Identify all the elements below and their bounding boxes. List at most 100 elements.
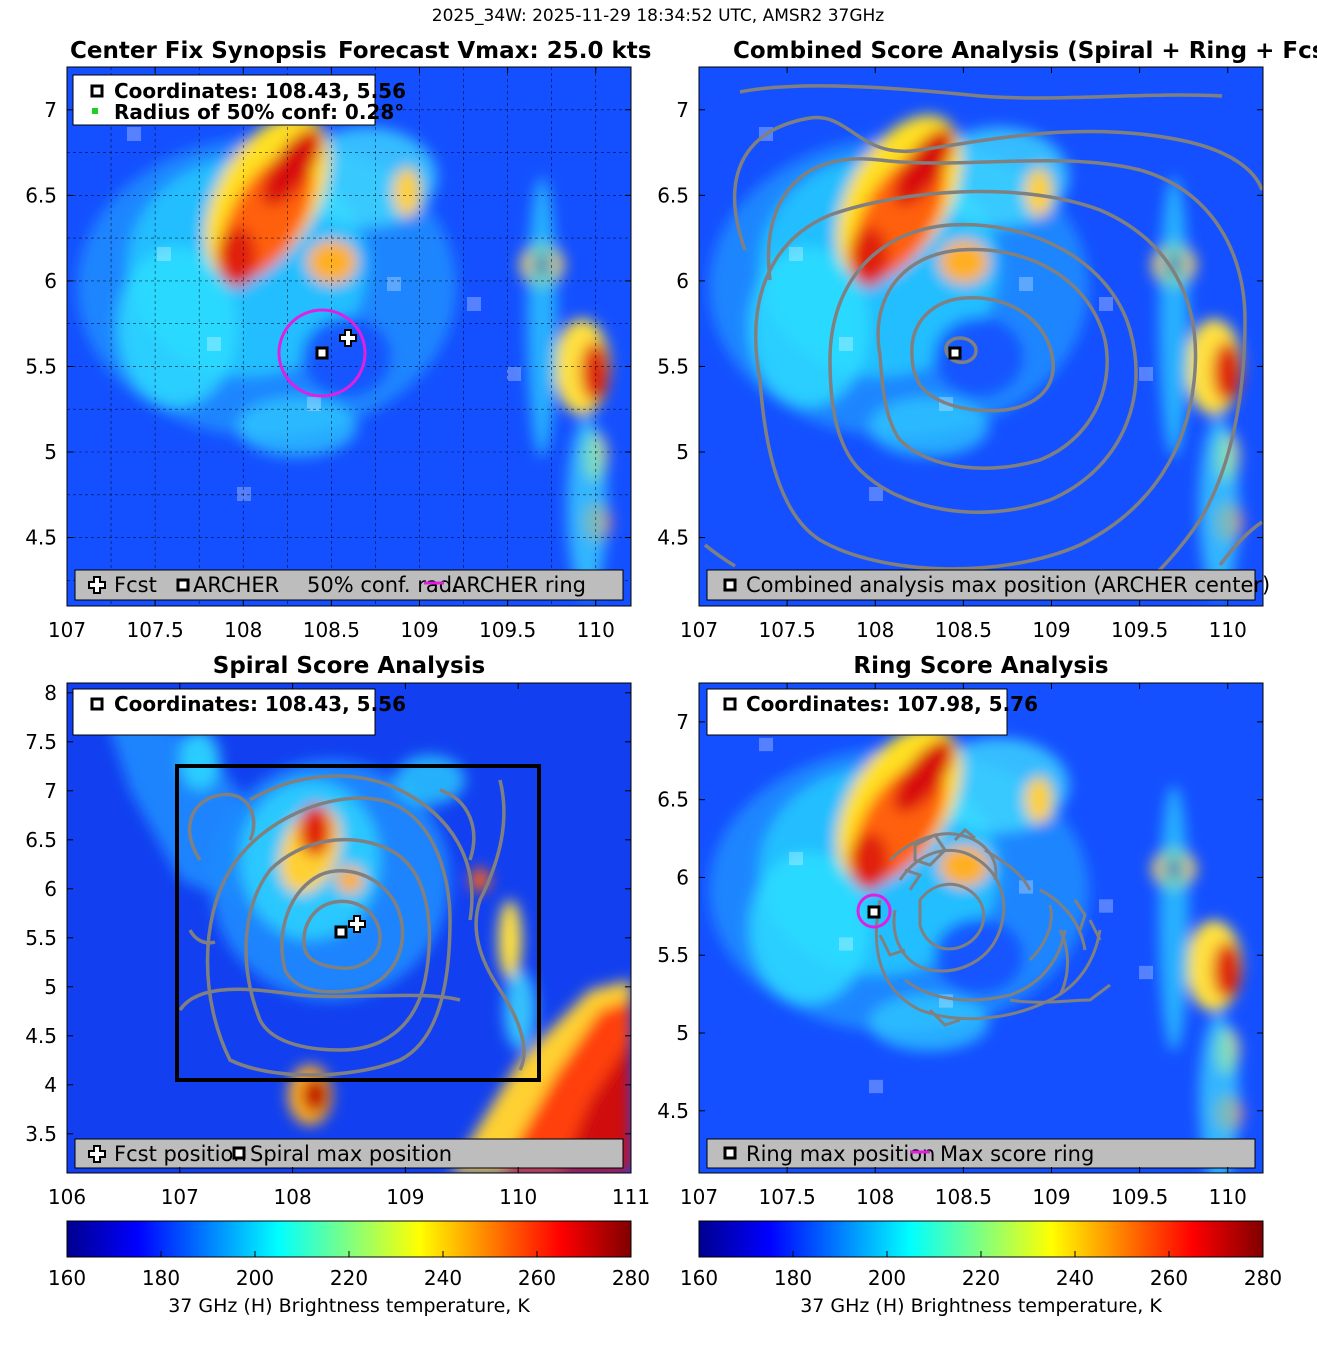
- archer-square-icon: [176, 578, 190, 592]
- legend-combined-max: Combined analysis max position (ARCHER c…: [746, 573, 1270, 597]
- ring-info-icon: [723, 697, 737, 711]
- x-tick-label: 110: [577, 618, 615, 642]
- legend-ring-max: Ring max position: [746, 1142, 935, 1166]
- y-tick-label: 5: [676, 440, 689, 464]
- panel-d-info-coords: Coordinates: 107.98, 5.76: [746, 692, 1038, 716]
- y-tick-label: 6.5: [25, 183, 57, 207]
- x-tick-label: 109: [1032, 618, 1070, 642]
- panel-d-frame: [698, 682, 1264, 1174]
- y-tick-label: 4.5: [657, 526, 689, 550]
- ring-max-marker: [867, 905, 881, 919]
- y-tick-label: 5.5: [657, 943, 689, 967]
- x-tick-label: 109.5: [1111, 618, 1168, 642]
- x-tick-label: 107.5: [758, 618, 815, 642]
- panel-d-heatmap: [699, 681, 1263, 1193]
- panel-d-legend: Ring max position Max score ring: [706, 1138, 1256, 1169]
- panel-a-title: Center Fix Synopsis: [70, 38, 327, 64]
- x-tick-label: 110: [1209, 618, 1247, 642]
- colorbar-left: 160 180 200 220 240 260 280 37 GHz (H) Brightn…: [48, 1220, 650, 1317]
- colorbar-left-label: 37 GHz (H) Brightness temperature, K: [168, 1295, 530, 1317]
- panel-a-info-box: Coordinates: 108.43, 5.56 Radius of 50% …: [72, 74, 406, 126]
- green-dot-icon: [92, 108, 98, 114]
- y-tick-label: 7: [44, 98, 57, 122]
- panel-a-grid: [67, 67, 631, 606]
- x-tick-label: 108.5: [935, 618, 992, 642]
- x-tick-label: 110: [499, 1185, 537, 1209]
- spiral-contours: [178, 774, 526, 1077]
- x-tick-label: 108: [856, 1185, 894, 1209]
- x-tick-label: 106: [48, 1185, 86, 1209]
- archer-center-marker: [315, 346, 329, 360]
- colorbar-tick-label: 220: [330, 1266, 368, 1290]
- x-tick-label: 107: [48, 618, 86, 642]
- y-tick-label: 6: [676, 865, 689, 889]
- colorbar-tick-label: 240: [1056, 1266, 1094, 1290]
- y-tick-label: 7: [44, 779, 57, 803]
- combined-contours: [703, 84, 1263, 592]
- x-tick-label: 109.5: [1111, 1185, 1168, 1209]
- colorbar-tick-label: 200: [868, 1266, 906, 1290]
- x-tick-label: 107: [680, 1185, 718, 1209]
- legend-fcst: Fcst: [114, 573, 157, 597]
- colorbar-tick-label: 240: [424, 1266, 462, 1290]
- combined-max-icon: [723, 578, 737, 592]
- colorbar-tick-label: 280: [612, 1266, 650, 1290]
- x-tick-label: 108: [274, 1185, 312, 1209]
- colorbar-tick-label: 160: [680, 1266, 718, 1290]
- y-tick-label: 6.5: [657, 788, 689, 812]
- y-tick-label: 6: [44, 269, 57, 293]
- x-tick-label: 108: [856, 618, 894, 642]
- colorbar-tick-label: 220: [962, 1266, 1000, 1290]
- panel-c-info-box: Coordinates: 108.43, 5.56: [72, 688, 406, 736]
- colorbar-tick-label: 260: [1150, 1266, 1188, 1290]
- x-tick-label: 108: [224, 618, 262, 642]
- y-tick-label: 7: [676, 710, 689, 734]
- ring-contours: [874, 827, 1111, 1027]
- y-tick-label: 7.5: [25, 730, 57, 754]
- legend-spiral-max: Spiral max position: [250, 1142, 452, 1166]
- fcst-position-marker: [339, 329, 357, 347]
- y-tick-label: 4.5: [25, 526, 57, 550]
- x-tick-label: 108.5: [935, 1185, 992, 1209]
- x-tick-label: 109: [400, 618, 438, 642]
- y-tick-label: 5: [44, 975, 57, 999]
- figure-suptitle: 2025_34W: 2025-11-29 18:34:52 UTC, AMSR2…: [432, 6, 885, 26]
- colorbar-right: 160 180 200 220 240 260 280 37 GHz (H) Brightn…: [680, 1220, 1282, 1317]
- x-tick-label: 109: [386, 1185, 424, 1209]
- ring-max-icon: [723, 1146, 737, 1160]
- x-tick-label: 107: [161, 1185, 199, 1209]
- fcst-position-icon: [88, 1145, 106, 1163]
- legend-conf: 50% conf. rad.: [307, 573, 459, 597]
- panel-a-frame: [66, 66, 632, 607]
- y-tick-label: 6: [44, 877, 57, 901]
- legend-archer-ring: ARCHER ring: [452, 573, 586, 597]
- x-tick-label: 107.5: [758, 1185, 815, 1209]
- y-tick-label: 6.5: [657, 183, 689, 207]
- y-tick-label: 5.5: [657, 354, 689, 378]
- panel-b-frame: [698, 66, 1264, 607]
- panel-center-fix: Center Fix Synopsis Forecast Vmax: 25.0 …: [25, 38, 651, 642]
- panel-c-frame: [66, 682, 632, 1174]
- panel-d-title: Ring Score Analysis: [853, 653, 1108, 679]
- x-tick-label: 107.5: [126, 618, 183, 642]
- panel-b-legend: Combined analysis max position (ARCHER c…: [706, 569, 1270, 601]
- y-tick-label: 5.5: [25, 354, 57, 378]
- y-tick-label: 4.5: [657, 1099, 689, 1123]
- legend-max-score-ring: Max score ring: [940, 1142, 1094, 1166]
- y-tick-label: 6.5: [25, 828, 57, 852]
- x-tick-label: 111: [612, 1185, 650, 1209]
- y-tick-label: 8: [44, 681, 57, 705]
- panel-b-title: Combined Score Analysis (Spiral + Ring +…: [733, 38, 1317, 64]
- panel-combined: Combined Score Analysis (Spiral + Ring +…: [657, 38, 1317, 642]
- colorbar-tick-label: 160: [48, 1266, 86, 1290]
- y-tick-label: 3.5: [25, 1122, 57, 1146]
- spiral-box: [175, 764, 541, 1082]
- panel-a-legend: Fcst ARCHER 50% conf. rad. ARCHER ring: [74, 569, 624, 601]
- x-tick-label: 110: [1209, 1185, 1247, 1209]
- y-tick-label: 4.5: [25, 1024, 57, 1048]
- colorbar-tick-label: 180: [774, 1266, 812, 1290]
- spiral-max-icon: [232, 1146, 246, 1160]
- colorbar-tick-label: 180: [142, 1266, 180, 1290]
- legend-fcst-position: Fcst position: [114, 1142, 247, 1166]
